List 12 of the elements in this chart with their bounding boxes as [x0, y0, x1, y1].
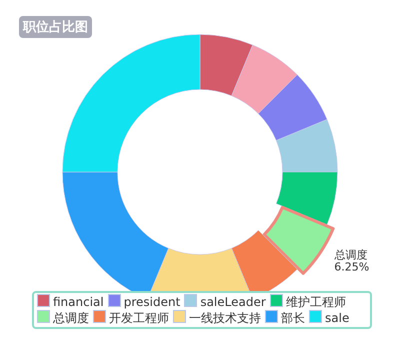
- legend-label: president: [122, 294, 180, 310]
- data-label: 6.25%: [334, 260, 370, 274]
- legend-label: 一线技术支持: [188, 310, 261, 326]
- legend-label: financial: [52, 294, 104, 310]
- legend-label: 总调度: [52, 310, 89, 326]
- legend-label: 开发工程师: [108, 310, 169, 326]
- legend-label: saleLeader: [199, 294, 266, 310]
- legend-label: 部长: [280, 310, 305, 326]
- slice-label: 总调度: [333, 248, 368, 262]
- chart-title: 职位占比图: [19, 16, 92, 38]
- legend-label: sale: [324, 310, 350, 326]
- legend-label: 维护工程师: [284, 294, 346, 310]
